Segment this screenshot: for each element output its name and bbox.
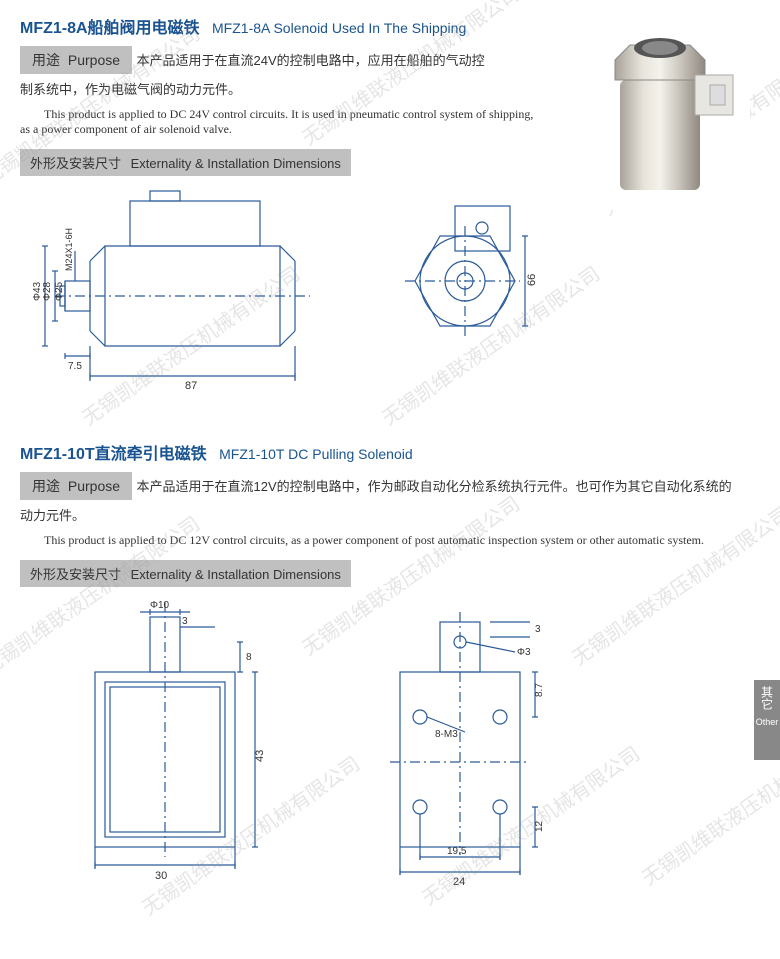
purpose-label-en: Purpose [68,52,120,68]
dimension-label-cn-2: 外形及安装尺寸 [30,567,121,582]
dim-12: 12 [534,820,545,832]
dim-43: 43 [254,749,266,761]
section2-title-en: MFZ1-10T DC Pulling Solenoid [219,446,413,462]
dimension-label-cn: 外形及安装尺寸 [30,156,121,171]
dim-8m3: 8-M3 [435,729,458,740]
solenoid-photo-svg [570,10,750,210]
section1-title-en: MFZ1-8A Solenoid Used In The Shipping [212,20,466,36]
dim-8-7: 8.7 [534,682,545,696]
dim-thread: M24X1-6H [64,228,74,271]
section1-title-cn: MFZ1-8A船舶阀用电磁铁 [20,20,200,37]
section1-diagram-end: 66 [350,186,550,416]
dimension-label: 外形及安装尺寸 Externality & Installation Dimen… [20,149,351,176]
dim-19-5: 19.5 [447,846,467,857]
purpose-text-en-2: This product is applied to DC 12V contro… [20,533,720,548]
section2-title: MFZ1-10T直流牵引电磁铁 MFZ1-10T DC Pulling Sole… [20,436,760,468]
purpose-text-en: This product is applied to DC 24V contro… [20,107,540,137]
section1-diagram-row: Φ43 Φ28 Φ25 M24X1-6H 7.5 87 66 [20,186,760,416]
dimension-label-en: Externality & Installation Dimensions [131,156,341,171]
section2-diagram-side: 3 Φ3 8-M3 8.7 12 19.5 24 [320,597,600,887]
dimension-label-en-2: Externality & Installation Dimensions [131,567,341,582]
section2-diagram-front: Φ10 3 8 43 30 [20,597,300,887]
dim-phi10: Φ10 [150,600,170,611]
purpose-text-inline: 本产品适用于在直流24V的控制电路中，应用在船舶的气动控 [137,53,485,68]
dim-66: 66 [526,274,538,286]
purpose-label: 用途 Purpose [20,46,132,74]
sidebar-tab-cn: 其它 [759,686,776,710]
sidebar-tab-en: Other [754,717,780,727]
purpose-label-en-2: Purpose [68,478,120,494]
dim-phi25: Φ25 [54,281,65,301]
dim-phi3: Φ3 [517,647,531,658]
dim-87: 87 [185,380,197,392]
dimension-label-2: 外形及安装尺寸 Externality & Installation Dimen… [20,560,351,587]
dim-phi28: Φ28 [42,281,53,301]
dim-24: 24 [453,876,465,887]
dim-3a: 3 [182,616,188,627]
purpose-text-inline-2: 本产品适用于在直流12V的控制电路中，作为邮政自动化分检系统执行元件。也可作为其… [137,479,732,494]
dim-8: 8 [246,652,252,663]
sidebar-tab-other: 其它 Other [754,680,780,760]
purpose-text-line2-2: 动力元件。 [20,506,760,527]
section1-diagram-side: Φ43 Φ28 Φ25 M24X1-6H 7.5 87 [20,186,330,416]
section2-title-cn: MFZ1-10T直流牵引电磁铁 [20,446,207,463]
purpose-label-2: 用途 Purpose [20,472,132,500]
purpose-label-cn: 用途 [32,52,60,68]
section2-diagram-row: Φ10 3 8 43 30 [20,597,760,887]
dim-3b: 3 [535,624,541,635]
dim-30: 30 [155,870,167,882]
dim-7-5: 7.5 [68,361,82,372]
purpose-label-cn-2: 用途 [32,478,60,494]
product-photo [570,10,750,210]
